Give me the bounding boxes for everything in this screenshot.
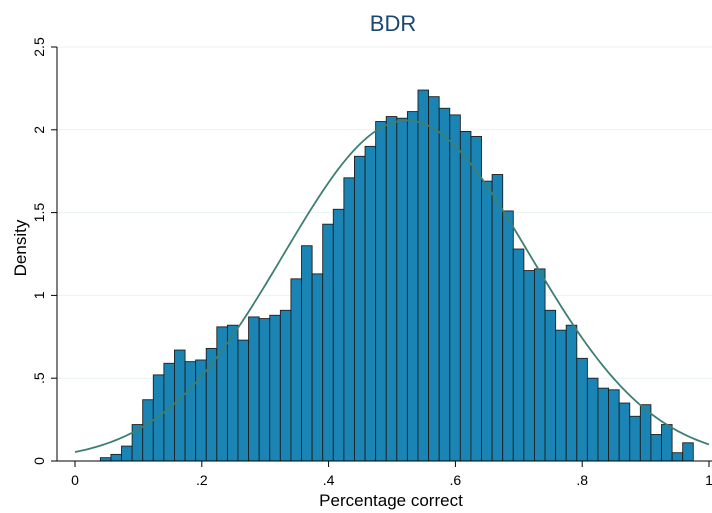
histogram-bar	[216, 326, 228, 462]
y-axis-ticks: 0 .5 1 1.5 2 2.5	[31, 37, 57, 465]
histogram-bar	[682, 442, 694, 462]
histogram-bar	[279, 309, 292, 462]
histogram-bar	[226, 324, 239, 462]
histogram-bar	[269, 314, 281, 462]
histogram-bar	[671, 452, 684, 462]
histogram-bar	[290, 278, 302, 462]
y-tick-label: 1.5	[31, 203, 47, 223]
histogram-bar	[470, 135, 482, 462]
histogram-bar	[184, 361, 197, 462]
y-tick-label: 2	[31, 126, 47, 134]
histogram-bar	[565, 324, 578, 462]
histogram-bar	[354, 155, 366, 462]
histogram-bar	[258, 318, 271, 462]
histogram-bar	[438, 107, 451, 462]
histogram-bar	[406, 111, 419, 462]
histogram-bar	[364, 145, 377, 462]
histogram-bar	[555, 329, 567, 462]
histogram-bar	[385, 116, 398, 462]
histogram-bar	[544, 309, 557, 462]
histogram-bar	[597, 387, 610, 462]
y-axis-label: Density	[11, 219, 30, 276]
x-tick-label: .6	[450, 472, 462, 488]
y-tick-label: .5	[31, 372, 47, 384]
histogram-bar	[248, 316, 260, 462]
chart-title: BDR	[370, 11, 416, 36]
histogram-bar	[428, 96, 440, 462]
y-tick-label: 0	[31, 457, 47, 465]
histogram-bar	[237, 339, 250, 462]
histogram-bar	[375, 121, 387, 462]
histogram-bar	[195, 359, 207, 462]
x-tick-label: 0	[71, 472, 79, 488]
histogram-bar	[523, 270, 535, 462]
x-tick-label: .8	[576, 472, 588, 488]
histogram-bar	[586, 377, 599, 462]
histogram-bar	[417, 89, 430, 462]
histogram-bar	[142, 399, 154, 462]
histogram-bar	[650, 434, 662, 462]
histogram-bar	[396, 117, 408, 462]
histogram-bar	[459, 131, 472, 462]
histogram-bar	[332, 208, 345, 462]
histogram-bar	[576, 357, 588, 462]
histogram-bar	[301, 245, 313, 462]
histogram-bar	[449, 114, 461, 462]
x-tick-label: .2	[196, 472, 208, 488]
histogram-bar	[121, 445, 133, 462]
histogram-bars	[99, 89, 694, 462]
x-tick-label: 1	[705, 472, 712, 488]
histogram-bar	[110, 453, 122, 462]
histogram-bar	[481, 180, 493, 462]
x-axis-label: Percentage correct	[319, 491, 463, 510]
histogram-bar	[502, 210, 514, 462]
y-tick-label: 2.5	[31, 37, 47, 57]
histogram-bar	[512, 248, 525, 462]
histogram-bar	[661, 424, 673, 462]
histogram-bar	[343, 177, 355, 462]
histogram-bar	[174, 349, 186, 462]
histogram-bar	[534, 268, 546, 462]
y-tick-label: 1	[31, 291, 47, 299]
histogram-bar	[322, 223, 334, 462]
histogram-bar	[491, 174, 504, 462]
histogram-bar	[629, 415, 641, 462]
x-axis-ticks: 0 .2 .4 .6 .8 1	[71, 461, 712, 488]
normal-density-curve	[74, 119, 710, 453]
x-tick-label: .4	[323, 472, 335, 488]
histogram-bar	[311, 273, 324, 462]
histogram-bar	[618, 402, 631, 462]
histogram-bar	[608, 389, 620, 462]
